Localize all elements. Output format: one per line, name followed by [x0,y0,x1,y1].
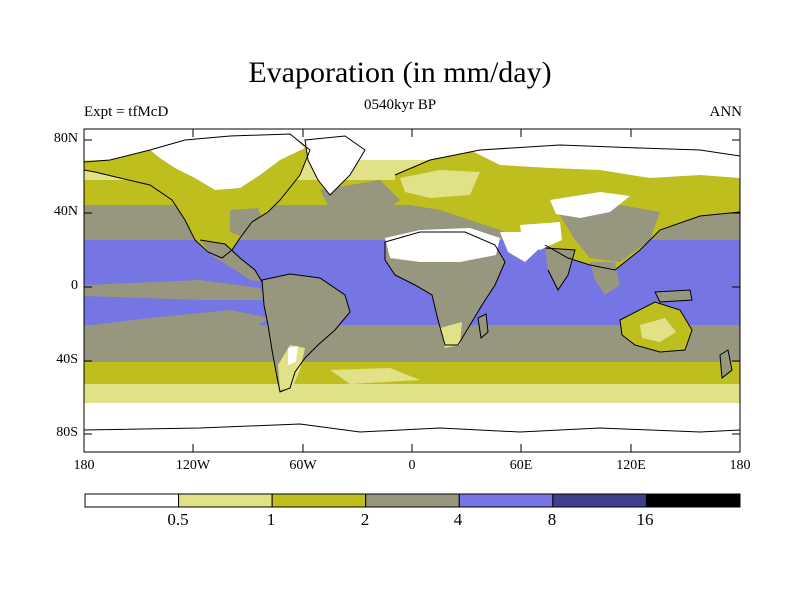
siberia-white [470,145,740,178]
experiment-label: Expt = tfMcD [84,104,169,120]
band-south-pale [84,384,740,406]
patagonia-pale [278,345,305,390]
colorbar-box [552,493,647,508]
lon-label-120w: 120W [175,458,211,473]
arabia-white [500,232,540,262]
lon-label-0: 0 [408,458,416,473]
new-guinea [655,290,692,302]
central-asia-white [550,192,630,218]
greenland [305,136,365,195]
colorbar-label: 16 [636,510,654,529]
us-east-gray [230,208,265,240]
page-title: Evaporation (in mm/day) [248,56,552,89]
colorbar-label: 8 [547,510,557,529]
colorbar-label: 2 [360,510,370,529]
europe-pale [400,170,480,198]
lat-label-0: 0 [71,278,78,293]
australia-interior-pale [640,318,676,342]
colorbar-box [271,493,367,508]
lat-label-80n: 80N [53,131,78,146]
colorbar [84,493,741,508]
south-pacific-gray-tongue [84,310,270,336]
lon-label-60w: 60W [289,458,317,473]
coastlines [84,133,740,433]
colorbar-label: 1 [266,510,276,529]
southern-africa-pale [440,322,462,348]
mexico-central-america [200,240,262,282]
equatorial-gray-tongue-pacific [84,280,268,300]
colorbar-label: 0.5 [167,510,189,529]
colorbar-box [178,493,273,508]
map-plot-area [84,129,740,452]
lat-label-40s: 40S [56,352,78,367]
season-label: ANN [709,104,743,120]
lat-label-40n: 40N [53,204,78,219]
lon-label-180e: 180 [729,458,751,473]
antarctica [84,424,740,452]
colorbar-box [645,493,741,508]
lat-label-80s: 80S [56,425,78,440]
andes-white [288,346,298,365]
colorbar-label: 4 [453,510,463,529]
lon-label-120e: 120E [616,458,646,473]
lon-label-180w: 180 [73,458,95,473]
lon-ticks [83,129,741,452]
sahara-white [385,228,500,262]
band-south-olive [84,362,740,386]
south-atlantic-pale-patch [330,368,420,384]
north-america-arctic-white [150,134,305,190]
colorbar-box [84,493,180,508]
colorbar-box [365,493,460,508]
india [545,248,575,290]
lon-label-60e: 60E [509,458,533,473]
time-label: 0540kyr BP [363,97,437,113]
north-atlantic-gray [320,180,400,215]
asia-gray [560,205,660,262]
colorbar-box [458,493,554,508]
lat-ticks [84,139,740,435]
se-asia [590,262,620,295]
